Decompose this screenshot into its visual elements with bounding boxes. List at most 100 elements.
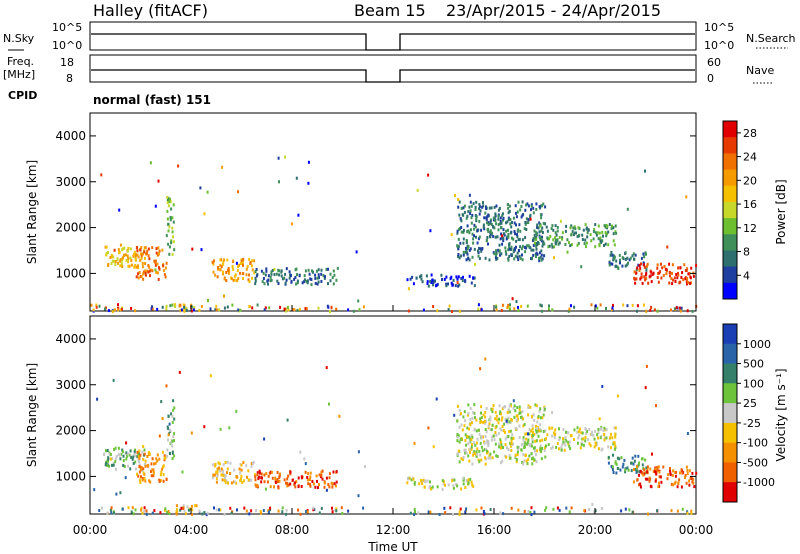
echo-cell	[499, 222, 502, 226]
echo-cell	[112, 461, 115, 465]
echo-cell	[264, 487, 267, 491]
echo-cell	[532, 238, 535, 242]
echo-cell	[499, 220, 502, 223]
echo-cell	[170, 412, 173, 416]
echo-cell	[624, 507, 627, 511]
echo-cell	[612, 471, 615, 474]
echo-cell	[445, 275, 448, 279]
echo-cell	[164, 275, 167, 279]
echo-cell	[242, 277, 244, 280]
echo-cell	[463, 204, 466, 208]
echo-cell	[411, 275, 414, 279]
echo-cell	[271, 476, 274, 480]
echo-cell	[104, 307, 106, 311]
echo-cell	[279, 305, 282, 309]
echo-cell	[487, 229, 490, 233]
echo-cell	[412, 477, 415, 481]
echo-cell	[161, 417, 164, 420]
echo-cell	[140, 245, 143, 249]
echo-cell	[452, 512, 454, 516]
echo-cell	[284, 307, 287, 311]
echo-cell	[524, 236, 527, 240]
echo-cell	[475, 217, 478, 221]
echo-cell	[618, 253, 621, 257]
echo-cell	[473, 223, 476, 227]
echo-cell	[140, 275, 143, 279]
echo-cell	[505, 252, 508, 256]
echo-cell	[536, 449, 539, 453]
echo-cell	[315, 474, 318, 478]
echo-cell	[494, 235, 497, 239]
echo-cell	[336, 266, 339, 270]
echo-cell	[119, 308, 122, 312]
echo-cell	[270, 470, 273, 474]
echo-cell	[477, 303, 480, 307]
echo-cell	[214, 464, 217, 468]
echo-cell	[150, 474, 153, 478]
echo-cell	[512, 216, 515, 220]
echo-cell	[527, 204, 530, 208]
echo-cell	[165, 304, 168, 308]
echo-cell	[583, 242, 586, 246]
echo-cell	[645, 466, 648, 470]
echo-cell	[333, 482, 336, 486]
echo-cell	[475, 235, 477, 239]
echo-cell	[591, 430, 594, 434]
echo-cell	[510, 444, 513, 448]
echo-cell	[136, 264, 139, 268]
echo-cell	[298, 274, 301, 278]
colorbar-swatch	[723, 121, 737, 138]
echo-cell	[643, 255, 646, 259]
echo-cell	[558, 508, 561, 512]
echo-cell	[599, 239, 602, 243]
echo-cell	[507, 235, 510, 239]
echo-cell	[691, 480, 694, 484]
echo-cell	[569, 447, 572, 451]
echo-cell	[477, 307, 480, 311]
echo-cell	[507, 233, 510, 236]
echo-cell	[594, 509, 597, 513]
echo-cell	[645, 277, 648, 281]
echo-cell	[538, 205, 541, 209]
echo-cell	[657, 272, 659, 275]
echo-cell	[584, 427, 587, 431]
echo-cell	[490, 206, 493, 210]
echo-cell	[595, 443, 597, 447]
echo-cell	[259, 471, 261, 475]
echo-cell	[603, 244, 605, 247]
echo-cell	[663, 265, 666, 268]
echo-cell	[591, 502, 594, 506]
echo-cell	[651, 273, 654, 276]
echo-cell	[229, 461, 232, 465]
echo-cell	[531, 436, 534, 439]
echo-cell	[269, 506, 272, 510]
echo-cell	[110, 506, 113, 510]
echo-cell	[242, 257, 245, 261]
echo-cell	[529, 213, 532, 217]
echo-cell	[169, 428, 172, 432]
echo-cell	[182, 504, 185, 508]
echo-cell	[677, 266, 680, 270]
echo-cell	[280, 269, 283, 273]
echo-cell	[535, 244, 538, 248]
echo-cell	[478, 460, 481, 464]
echo-cell	[341, 511, 344, 515]
echo-cell	[531, 457, 533, 461]
echo-cell	[533, 229, 536, 233]
echo-cell	[207, 299, 209, 303]
echo-cell	[240, 477, 242, 481]
echo-cell	[526, 202, 529, 206]
echo-cell	[185, 306, 188, 310]
echo-cell	[669, 468, 671, 472]
echo-cell	[175, 511, 178, 515]
echo-cell	[233, 278, 236, 282]
echo-cell	[171, 216, 174, 220]
echo-cell	[140, 468, 142, 472]
echo-cell	[488, 454, 491, 458]
echo-cell	[613, 426, 616, 430]
echo-cell	[311, 269, 313, 273]
echo-cell	[182, 507, 185, 511]
echo-cell	[106, 464, 109, 467]
echo-cell	[520, 415, 523, 419]
echo-cell	[484, 211, 487, 215]
